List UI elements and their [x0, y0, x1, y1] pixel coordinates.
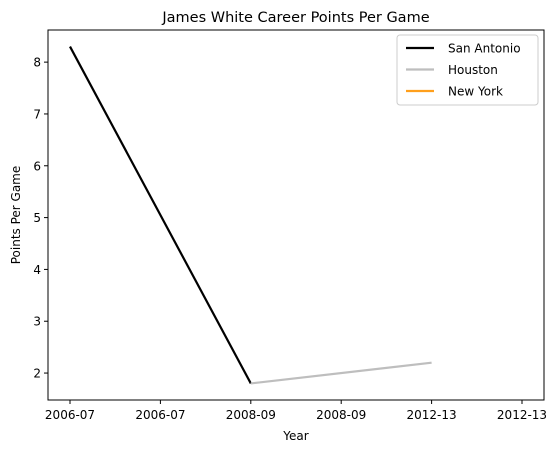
chart-title: James White Career Points Per Game	[161, 10, 429, 26]
plot-area	[47, 29, 545, 401]
legend-label: San Antonio	[448, 42, 521, 56]
y-tick-label: 6	[33, 159, 41, 173]
legend-box	[396, 34, 539, 106]
y-tick-label: 7	[33, 107, 41, 121]
x-axis-label: Year	[282, 429, 308, 443]
series-line-houston	[250, 361, 432, 385]
x-axis: 2006-07 2006-07 2008-09 2008-09 2012-13 2012-…	[45, 400, 547, 422]
series-line-san-antonio	[69, 46, 252, 384]
y-tick-label: 2	[33, 367, 41, 381]
x-tick-label: 2008-09	[226, 408, 276, 422]
y-axis-label: Points Per Game	[9, 166, 23, 265]
y-tick-label: 4	[33, 263, 41, 277]
x-tick-label: 2008-09	[316, 408, 366, 422]
x-tick-label: 2012-13	[497, 408, 547, 422]
y-tick-label: 5	[33, 211, 41, 225]
y-tick-label: 3	[33, 315, 41, 329]
legend-label: New York	[448, 85, 503, 99]
y-axis: 2 3 4 5 6 7 8	[33, 56, 48, 381]
series-lines	[69, 46, 432, 385]
legend: San Antonio Houston New York	[396, 34, 539, 106]
legend-label: Houston	[448, 63, 498, 77]
y-tick-label: 8	[33, 56, 41, 70]
x-tick-label: 2006-07	[135, 408, 185, 422]
x-tick-label: 2012-13	[407, 408, 457, 422]
x-tick-label: 2006-07	[45, 408, 95, 422]
